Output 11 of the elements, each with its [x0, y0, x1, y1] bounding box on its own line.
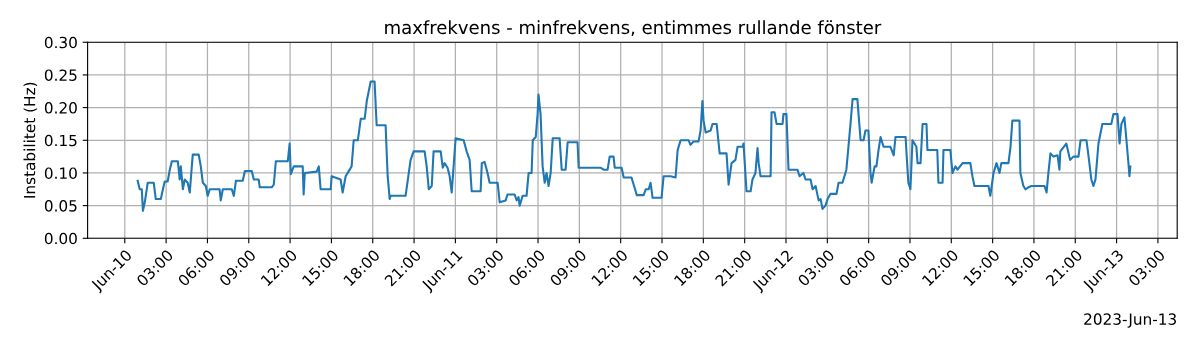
chart-title: maxfrekvens - minfrekvens, entimmes rullande fönster	[385, 20, 882, 37]
y-tick-label: 0.25	[44, 69, 77, 81]
y-tick-label: 0.15	[44, 134, 77, 147]
y-tick-label: 0.20	[44, 102, 77, 114]
text: 2023-Jun-13	[1084, 313, 1176, 328]
y-tick-label: 0.00	[44, 232, 77, 245]
y-tick-label: 0.30	[44, 36, 77, 49]
y-axis-title: Instabilitet (Hz)	[23, 82, 38, 198]
y-tick-label: 0.10	[44, 167, 77, 179]
y-tick-label: 0.05	[44, 200, 77, 212]
line-series	[136, 80, 1132, 212]
